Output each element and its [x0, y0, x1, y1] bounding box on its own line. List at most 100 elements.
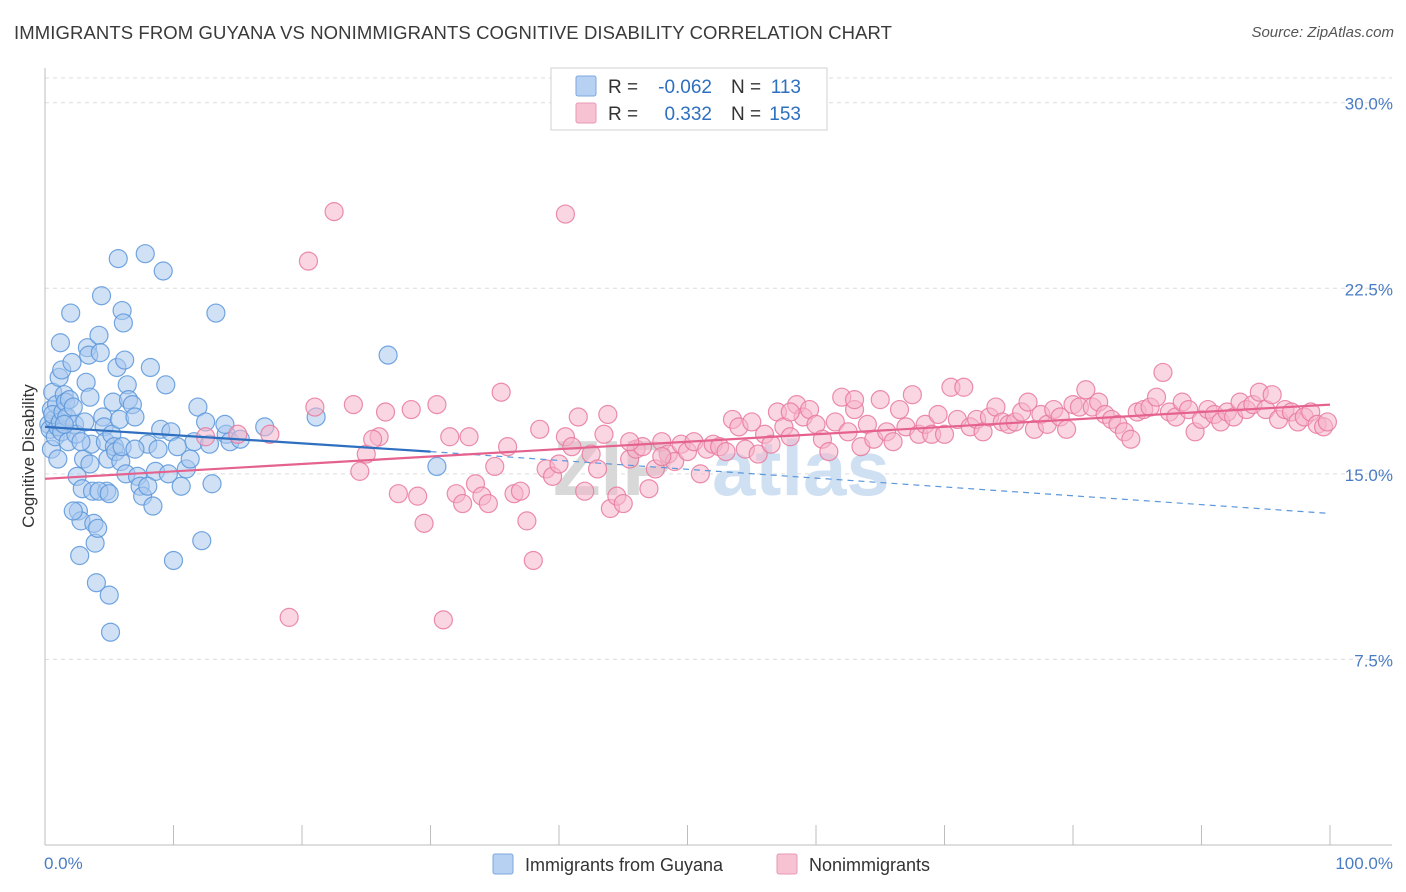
legend-label-immigrants[interactable]: Immigrants from Guyana — [525, 855, 724, 875]
point-nonimmigrants-124 — [1121, 429, 1141, 449]
point-nonimmigrants-68 — [761, 434, 781, 454]
point-nonimmigrants-30 — [523, 550, 543, 571]
point-nonimmigrants-98 — [954, 377, 974, 397]
point-nonimmigrants-8 — [350, 461, 370, 481]
stats-box-frame — [550, 67, 828, 131]
stats-r-value-2: 0.332 — [664, 104, 712, 125]
point-nonimmigrants-88 — [889, 399, 910, 420]
stats-swatch-pink — [575, 102, 597, 124]
point-nonimmigrants-128 — [1146, 387, 1167, 407]
point-immigrants-80 — [153, 261, 173, 281]
point-immigrants-44 — [89, 325, 109, 345]
point-nonimmigrants-5 — [305, 397, 325, 417]
chart-title: IMMIGRANTS FROM GUYANA VS NONIMMIGRANTS … — [14, 22, 893, 43]
point-nonimmigrants-17 — [433, 610, 453, 630]
stats-n-value-2: 153 — [769, 104, 801, 125]
legend-swatch-nonimmigrants[interactable] — [776, 853, 798, 875]
point-nonimmigrants-90 — [902, 385, 922, 405]
point-immigrants-64 — [115, 350, 135, 370]
point-immigrants-90 — [188, 397, 208, 417]
trend-line-nonimmigrants — [44, 403, 1331, 480]
y-tick-label-3: 30.0% — [1345, 95, 1393, 114]
trend-line-immigrants-extension — [430, 451, 1331, 515]
x-tick-label-0: 0.0% — [44, 854, 83, 873]
point-nonimmigrants-129 — [1153, 362, 1173, 383]
stats-n-label-1: N = — [731, 77, 761, 98]
point-immigrants-86 — [171, 476, 191, 496]
point-immigrants-29 — [70, 545, 90, 566]
point-nonimmigrants-156 — [555, 204, 576, 224]
point-nonimmigrants-117 — [1076, 380, 1096, 400]
point-immigrants-78 — [148, 439, 168, 459]
point-nonimmigrants-12 — [388, 484, 408, 504]
stats-swatch-blue — [575, 75, 597, 97]
point-nonimmigrants-29 — [517, 511, 537, 531]
point-nonimmigrants-3 — [279, 607, 299, 627]
point-immigrants-99 — [63, 501, 83, 521]
point-nonimmigrants-42 — [598, 404, 618, 425]
point-immigrants-69 — [125, 407, 145, 427]
watermark-atlas: atlas — [712, 424, 890, 512]
point-nonimmigrants-7 — [343, 394, 363, 415]
point-nonimmigrants-14 — [408, 486, 428, 506]
point-immigrants-24 — [63, 397, 83, 417]
series-immigrants-points — [39, 244, 447, 642]
y-tick-label-1: 15.0% — [1345, 466, 1393, 485]
point-nonimmigrants-38 — [575, 481, 595, 501]
point-immigrants-73 — [135, 244, 155, 264]
point-nonimmigrants-114 — [1056, 419, 1077, 439]
legend-label-nonimmigrants[interactable]: Nonimmigrants — [809, 855, 930, 875]
point-nonimmigrants-159 — [459, 427, 479, 447]
point-immigrants-22 — [61, 303, 81, 323]
stats-n-label-2: N = — [731, 104, 761, 125]
point-immigrants-95 — [206, 303, 226, 323]
point-nonimmigrants-25 — [491, 382, 511, 402]
point-nonimmigrants-94 — [928, 404, 948, 425]
point-immigrants-23 — [62, 352, 82, 373]
point-nonimmigrants-18 — [440, 427, 460, 447]
tick-labels: 7.5% 15.0% 22.5% 30.0% 0.0% 100.0% — [44, 95, 1393, 873]
point-nonimmigrants-78 — [825, 412, 845, 432]
stats-r-label-2: R = — [608, 104, 638, 125]
axes — [44, 68, 1392, 846]
stats-r-value-1: -0.062 — [658, 77, 712, 98]
point-nonimmigrants-11 — [375, 402, 396, 422]
point-nonimmigrants-36 — [562, 437, 582, 457]
point-immigrants-104 — [125, 439, 145, 459]
gridlines — [45, 77, 1392, 660]
point-immigrants-59 — [108, 249, 128, 269]
point-nonimmigrants-61 — [716, 442, 736, 462]
point-nonimmigrants-160 — [652, 446, 672, 467]
point-immigrants-52 — [99, 585, 119, 605]
stats-r-label-1: R = — [608, 77, 638, 98]
point-nonimmigrants-15 — [414, 513, 434, 533]
point-immigrants-82 — [158, 464, 178, 484]
point-nonimmigrants-34 — [549, 454, 569, 474]
point-nonimmigrants-4 — [298, 251, 319, 271]
point-nonimmigrants-108 — [1018, 392, 1038, 412]
point-immigrants-16 — [50, 333, 71, 353]
point-nonimmigrants-158 — [363, 429, 383, 449]
point-nonimmigrants-155 — [1317, 412, 1338, 432]
point-immigrants-53 — [100, 622, 121, 642]
point-immigrants-46 — [91, 286, 112, 306]
point-nonimmigrants-40 — [587, 459, 608, 479]
point-immigrants-107 — [71, 432, 91, 452]
trend-lines — [44, 403, 1331, 515]
point-immigrants-109 — [427, 456, 447, 477]
point-immigrants-111 — [378, 345, 398, 365]
point-nonimmigrants-41 — [594, 424, 614, 444]
point-nonimmigrants-87 — [883, 432, 903, 452]
point-immigrants-37 — [80, 387, 100, 407]
point-immigrants-81 — [156, 375, 176, 395]
point-immigrants-33 — [75, 412, 95, 432]
point-immigrants-43 — [88, 518, 108, 538]
legend-swatch-immigrants[interactable] — [492, 853, 514, 875]
source-credit: Source: ZipAtlas.com — [1251, 24, 1394, 41]
point-immigrants-94 — [202, 474, 222, 494]
point-immigrants-100 — [80, 454, 100, 474]
point-immigrants-84 — [163, 550, 184, 571]
stats-box: R = -0.062 N = 113 R = 0.332 N = 153 — [550, 67, 828, 131]
point-nonimmigrants-2 — [260, 424, 280, 444]
